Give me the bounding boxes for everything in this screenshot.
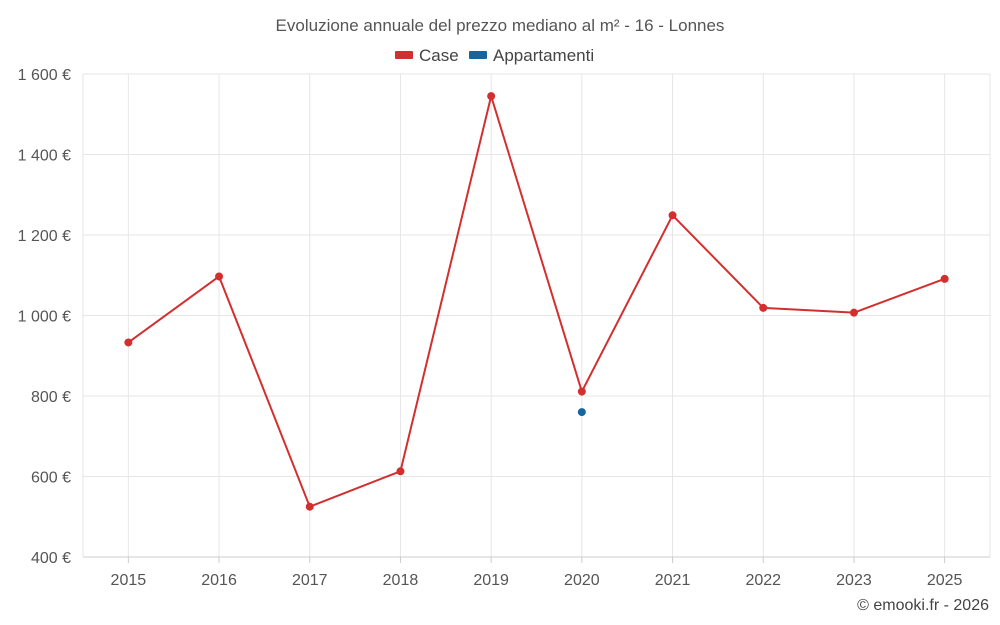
legend-label-appartamenti: Appartamenti bbox=[493, 46, 594, 65]
x-tick-label: 2021 bbox=[655, 572, 691, 589]
legend-swatch-case bbox=[395, 51, 413, 59]
credit: © emooki.fr - 2026 bbox=[857, 597, 989, 614]
x-tick-label: 2018 bbox=[383, 572, 419, 589]
y-tick-label: 600 € bbox=[31, 470, 71, 487]
y-tick-label: 1 200 € bbox=[18, 228, 71, 245]
legend: Case Appartamenti bbox=[395, 46, 594, 65]
x-tick-label: 2015 bbox=[111, 572, 147, 589]
axes: 400 € 600 € 800 € 1 000 € 1 200 € 1 400 € 1 60… bbox=[18, 67, 990, 589]
data-point-case[interactable] bbox=[215, 272, 224, 281]
data-point-case[interactable] bbox=[849, 308, 858, 317]
legend-item-case[interactable]: Case bbox=[395, 46, 459, 65]
x-tick-label: 2016 bbox=[201, 572, 237, 589]
chart-title: Evoluzione annuale del prezzo mediano al… bbox=[276, 16, 725, 35]
data-point-case[interactable] bbox=[577, 387, 586, 396]
data-point-case[interactable] bbox=[940, 274, 949, 283]
x-tick-label: 2017 bbox=[292, 572, 328, 589]
data-point-case[interactable] bbox=[124, 338, 133, 347]
legend-swatch-appartamenti bbox=[469, 51, 487, 59]
legend-label-case: Case bbox=[419, 46, 459, 65]
series-line-case bbox=[127, 95, 945, 508]
data-point-case[interactable] bbox=[305, 502, 314, 511]
x-tick-label: 2020 bbox=[564, 572, 600, 589]
data-point-case[interactable] bbox=[487, 92, 496, 101]
series bbox=[124, 92, 949, 511]
y-tick-label: 1 600 € bbox=[18, 67, 71, 84]
x-tick-label: 2023 bbox=[836, 572, 872, 589]
grid bbox=[82, 73, 991, 557]
data-point-case[interactable] bbox=[668, 211, 677, 220]
data-point-case[interactable] bbox=[759, 303, 768, 312]
x-tick-label: 2022 bbox=[745, 572, 781, 589]
data-point-case[interactable] bbox=[396, 467, 405, 476]
data-point-appartamenti[interactable] bbox=[577, 408, 586, 417]
x-tick-label: 2025 bbox=[927, 572, 963, 589]
y-tick-label: 1 000 € bbox=[18, 309, 71, 326]
x-tick-label: 2019 bbox=[473, 572, 509, 589]
y-tick-label: 800 € bbox=[31, 389, 71, 406]
legend-item-appartamenti[interactable]: Appartamenti bbox=[469, 46, 594, 65]
y-tick-label: 1 400 € bbox=[18, 148, 71, 165]
y-tick-label: 400 € bbox=[31, 550, 71, 567]
